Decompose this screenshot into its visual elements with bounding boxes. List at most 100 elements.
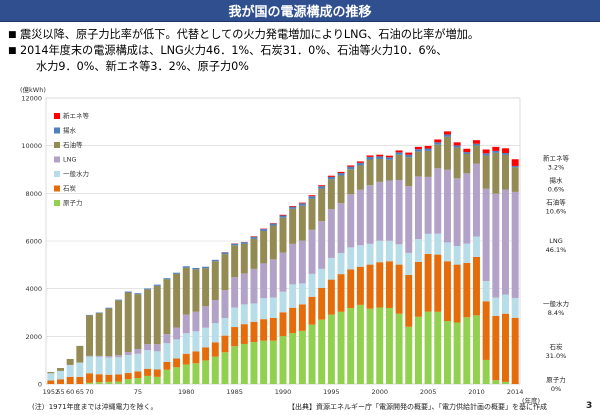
bar-segment-coal (414, 261, 422, 317)
bar-segment-nuclear (221, 352, 229, 384)
legend-swatch-hydro (54, 171, 60, 177)
bar-segment-oil (279, 217, 287, 253)
bar-segment-coal (153, 369, 161, 377)
bar-segment-hydro (414, 239, 422, 262)
bar-segment-oil (57, 368, 64, 371)
x-tick-label: 1985 (226, 388, 243, 396)
bar-segment-hydro (453, 246, 461, 265)
bar-segment-oil (308, 198, 316, 230)
bar-segment-new_energy (395, 150, 403, 153)
bullet-item: ■ 2014年度末の電源構成は、LNG火力46．1%、石炭31．0%、石油等火力… (8, 43, 594, 59)
x-tick-label: 1995 (323, 388, 340, 396)
bar-segment-coal (105, 374, 113, 382)
bar-segment-lng (356, 189, 364, 246)
bar-segment-coal (308, 296, 316, 325)
bar-segment-coal (86, 373, 94, 383)
bar-segment-hydro (57, 370, 64, 380)
bar-segment-lng (192, 311, 200, 332)
bar-segment-lng (443, 169, 451, 243)
bar-segment-coal (366, 264, 374, 309)
bar-segment-nuclear (472, 315, 480, 384)
bar-segment-oil (376, 159, 384, 182)
bar-segment-new_energy (463, 148, 471, 153)
bullet-text-continued: 水力9．0%、新エネ等3．2%、原子力0% (36, 60, 249, 73)
bar-segment-pumped (182, 266, 190, 268)
bar-segment-coal (443, 261, 451, 322)
bar-segment-pumped (153, 284, 161, 286)
bar-segment-hydro (502, 294, 509, 314)
bar-segment-nuclear (153, 376, 161, 384)
bar-segment-pumped (395, 152, 403, 155)
bar-segment-nuclear (502, 381, 509, 384)
bar-segment-nuclear (144, 375, 152, 384)
bar-segment-coal (289, 307, 297, 333)
bar-segment-coal (57, 379, 64, 384)
bar-segment-pumped (318, 186, 326, 189)
bar-segment-hydro (105, 357, 113, 375)
bar-segment-coal (173, 358, 181, 368)
bar-segment-coal (337, 274, 345, 312)
bar-segment-lng (337, 203, 345, 254)
bar-segment-lng (492, 193, 500, 298)
bar-segment-nuclear (434, 311, 442, 384)
bar-segment-nuclear (414, 316, 422, 384)
bar-segment-pumped (115, 299, 123, 301)
bar-segment-coal (318, 287, 326, 320)
bar-segment-oil (192, 269, 200, 312)
x-tick-label: 1990 (275, 388, 292, 396)
bar-segment-pumped (163, 278, 171, 280)
x-tick-label: 1980 (178, 388, 195, 396)
bar-segment-oil (269, 225, 277, 260)
bar-segment-oil (385, 159, 393, 181)
bar-segment-new_energy (308, 195, 316, 197)
bar-segment-nuclear (443, 321, 451, 384)
bar-segment-nuclear (240, 343, 248, 384)
bar-segment-coal (231, 327, 239, 347)
bar-segment-coal (327, 279, 335, 315)
share-label-value: 3.2% (548, 164, 565, 172)
bar-segment-hydro (163, 343, 171, 362)
legend-label: 揚水 (63, 126, 77, 135)
bar-segment-lng (327, 209, 335, 258)
bar-segment-oil (347, 169, 355, 195)
bar-segment-nuclear (163, 369, 171, 384)
bar-segment-oil (443, 136, 451, 170)
bar-segment-pumped (173, 272, 181, 274)
bar-segment-oil (327, 179, 335, 210)
legend-swatch-coal (54, 185, 60, 192)
bar-segment-new_energy (434, 139, 442, 143)
bullet-item: ■ 震災以降、原子力比率が低下。代替としての火力発電増加によりLNG、石油の比率… (8, 27, 594, 43)
x-tick-label: 2010 (468, 388, 485, 396)
bar-segment-oil (289, 208, 297, 244)
bar-segment-nuclear (202, 360, 210, 384)
bar-segment-new_energy (453, 142, 461, 146)
bar-segment-coal (424, 253, 432, 312)
x-tick-label: 70 (85, 388, 93, 396)
bar-segment-nuclear (260, 340, 268, 384)
bar-segment-pumped (463, 152, 471, 155)
bar-segment-pumped (347, 166, 355, 170)
bar-segment-hydro (434, 233, 442, 255)
bar-segment-hydro (231, 307, 239, 328)
bar-segment-pumped (414, 149, 422, 152)
bar-segment-oil (76, 345, 84, 363)
bar-segment-lng (366, 185, 374, 244)
bar-segment-nuclear (182, 364, 190, 384)
share-label-value: 0.6% (548, 186, 565, 194)
x-tick-label: 2000 (371, 388, 388, 396)
bar-segment-nuclear (366, 308, 374, 384)
bar-segment-lng (414, 176, 422, 240)
bar-segment-lng (211, 300, 219, 324)
bar-segment-nuclear (405, 326, 413, 384)
bar-segment-lng (376, 181, 384, 241)
bar-segment-pumped (434, 142, 442, 145)
legend-label: 石油等 (63, 140, 83, 149)
bar-segment-new_energy (511, 159, 519, 166)
bar-segment-oil (211, 261, 219, 301)
bar-segment-hydro (173, 339, 181, 359)
bar-segment-hydro (221, 318, 229, 336)
x-tick-label: 55 (56, 388, 64, 396)
page-number: 3 (586, 401, 593, 411)
bar-segment-coal (482, 301, 490, 360)
bar-segment-nuclear (385, 307, 393, 384)
